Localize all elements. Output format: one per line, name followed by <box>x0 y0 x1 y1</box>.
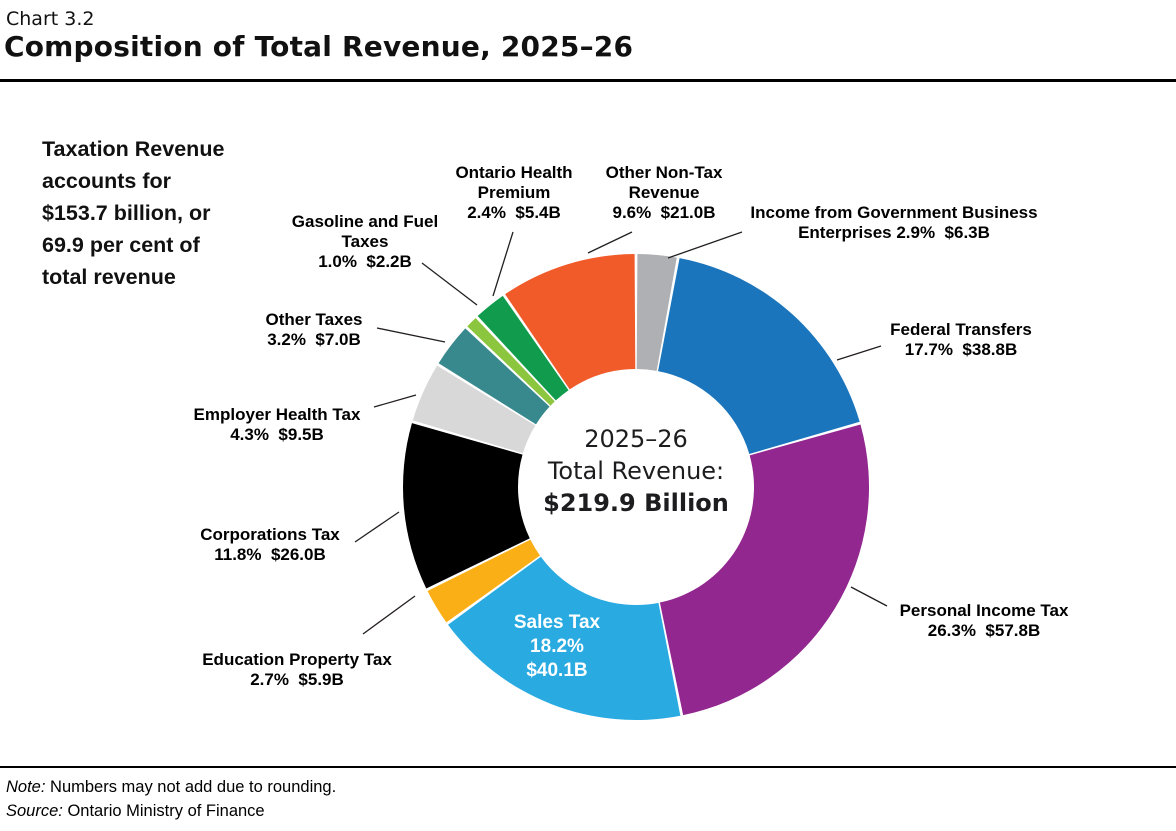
leader-line <box>667 231 743 259</box>
slice-other-taxes <box>438 328 550 425</box>
center-total: $219.9 Billion <box>543 489 729 517</box>
callout-text: Taxation Revenue accounts for $153.7 billi… <box>42 133 224 293</box>
label-line: total revenue <box>42 265 176 289</box>
footer-divider <box>0 766 1176 768</box>
center-caption: Total Revenue: <box>547 457 725 485</box>
slice-federal-transfers <box>658 258 860 454</box>
label-gasoline-and-fuel-taxes: Gasoline and Fuel Taxes 1.0% $2.2B <box>292 212 438 272</box>
leader-line <box>421 262 478 306</box>
leader-line <box>587 231 633 254</box>
source-line: Source: Ontario Ministry of Finance <box>6 801 265 821</box>
label-line: 69.9 per cent of <box>42 233 200 257</box>
label-line: Sales Tax <box>513 612 601 633</box>
label-education-property-tax: Education Property Tax 2.7% $5.9B <box>202 650 392 690</box>
slice-personal-income-tax <box>659 424 870 716</box>
label-line: 11.8% $26.0B <box>214 545 326 564</box>
label-line: 9.6% $21.0B <box>612 203 716 222</box>
label-line: Taxes <box>341 232 389 251</box>
leader-line <box>836 345 882 361</box>
label-personal-income-tax: Personal Income Tax 26.3% $57.8B <box>900 601 1069 641</box>
leader-line <box>362 595 416 635</box>
page-title: Composition of Total Revenue, 2025–26 <box>4 30 634 63</box>
label-line: Other Taxes <box>265 310 363 329</box>
label-line: Education Property Tax <box>202 650 392 669</box>
label-ontario-health-premium: Ontario Health Premium 2.4% $5.4B <box>455 163 572 223</box>
header-divider <box>0 79 1176 82</box>
label-line: $153.7 billion, or <box>42 201 211 225</box>
slice-corporations-tax <box>402 423 530 589</box>
slice-ontario-health-premium <box>477 295 569 401</box>
label-other-non-tax-revenue: Other Non-Tax Revenue 9.6% $21.0B <box>606 163 723 223</box>
chart-number: Chart 3.2 <box>6 8 95 30</box>
label-line: Premium <box>477 183 551 202</box>
center-year: 2025–26 <box>584 425 688 453</box>
slice-employer-health-tax <box>412 365 536 454</box>
label-line: Ontario Health <box>455 163 573 182</box>
label-line: 2.4% $5.4B <box>467 203 561 222</box>
label-line: Federal Transfers <box>890 320 1032 339</box>
label-employer-health-tax: Employer Health Tax 4.3% $9.5B <box>194 405 361 445</box>
label-line: Other Non-Tax <box>605 163 723 182</box>
label-line: Revenue <box>628 183 700 202</box>
label-sales-tax: Sales Tax 18.2% $40.1B <box>514 611 600 683</box>
label-line: 17.7% $38.8B <box>904 340 1018 359</box>
label-line: 26.3% $57.8B <box>927 621 1041 640</box>
label-line: Taxation Revenue <box>42 137 225 161</box>
label-line: 4.3% $9.5B <box>230 425 324 444</box>
label-income-government-business-enterprises: Income from Government Business Enterpris… <box>750 203 1037 243</box>
note-label: Note: <box>6 778 46 796</box>
slice-income-government-business-enterprises <box>636 254 677 371</box>
label-other-taxes: Other Taxes 3.2% $7.0B <box>265 310 362 350</box>
leader-line <box>354 511 400 543</box>
note-text: Numbers may not add due to rounding. <box>45 778 337 796</box>
label-corporations-tax: Corporations Tax 11.8% $26.0B <box>200 525 339 565</box>
label-line: Gasoline and Fuel <box>291 212 439 231</box>
label-line: Personal Income Tax <box>899 601 1069 620</box>
leader-line <box>376 327 446 343</box>
label-line: Employer Health Tax <box>193 405 361 424</box>
label-line: Corporations Tax <box>200 525 340 544</box>
label-line: Income from Government Business <box>750 203 1038 222</box>
slice-education-property-tax <box>427 539 540 623</box>
label-line: 2.7% $5.9B <box>250 670 344 689</box>
slice-gasoline-and-fuel-taxes <box>467 318 555 406</box>
label-line: Enterprises 2.9% $6.3B <box>798 223 990 242</box>
slice-sales-tax <box>448 556 681 721</box>
label-line: $40.1B <box>526 660 588 681</box>
label-line: accounts for <box>42 169 172 193</box>
label-line: 3.2% $7.0B <box>267 330 361 349</box>
label-line: 18.2% <box>530 636 584 657</box>
source-text: Ontario Ministry of Finance <box>62 802 265 820</box>
leader-line <box>492 231 514 297</box>
label-line: 1.0% $2.2B <box>318 252 412 271</box>
label-federal-transfers: Federal Transfers 17.7% $38.8B <box>890 320 1032 360</box>
source-label: Source: <box>6 802 63 820</box>
slice-other-non-tax-revenue <box>505 254 636 390</box>
note-line: Note: Numbers may not add due to roundin… <box>6 777 336 797</box>
leader-line <box>850 586 888 607</box>
donut-center-label: 2025–26 Total Revenue: $219.9 Billion <box>543 423 729 519</box>
leader-line <box>373 394 417 408</box>
